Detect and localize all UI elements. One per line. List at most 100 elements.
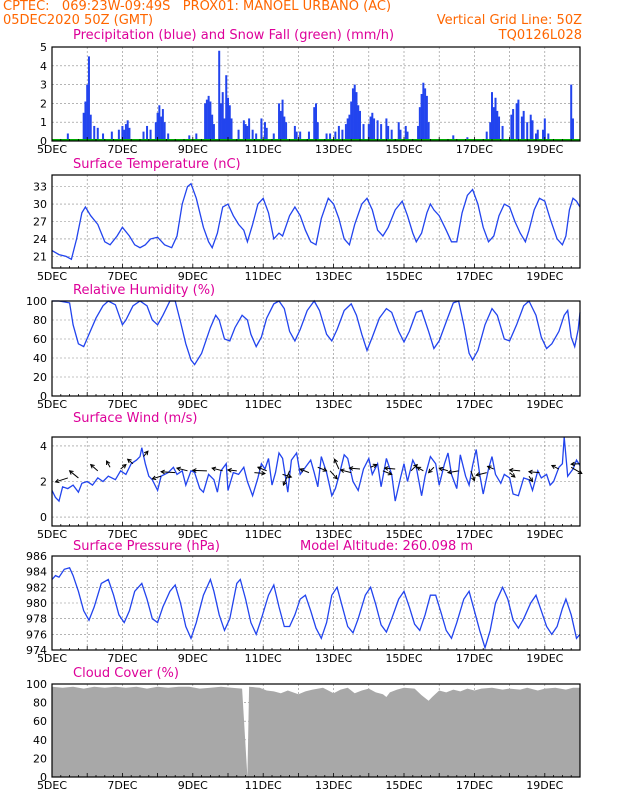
precip-bar xyxy=(128,127,131,141)
rh-ytick-label: 20 xyxy=(33,371,47,384)
cloud-xtick-label: 7DEC xyxy=(107,779,137,792)
precip-bar xyxy=(357,105,360,141)
press-xtick-label: 5DEC xyxy=(37,652,67,665)
wind-vector xyxy=(227,469,237,472)
cloud-ytick-label: 40 xyxy=(33,734,47,747)
header-grid-line: Vertical Grid Line: 50Z xyxy=(436,13,582,28)
wind-vector-head xyxy=(339,468,345,474)
precip-bar xyxy=(223,118,226,141)
wind-vector-head xyxy=(261,470,266,476)
wind-vector-head xyxy=(413,463,418,469)
precip-bar xyxy=(344,124,347,141)
precip-bar xyxy=(417,125,420,141)
wind-ytick-label: 2 xyxy=(40,476,47,489)
wind-vector xyxy=(329,470,338,480)
press-ytick-label: 974 xyxy=(26,644,47,657)
precip-bar xyxy=(341,129,344,141)
precip-bar xyxy=(313,107,316,141)
precip-ytick-label: 1 xyxy=(40,116,47,129)
rh-ytick-label: 0 xyxy=(40,390,47,403)
wind-vector xyxy=(257,466,267,472)
wind-vector xyxy=(384,467,396,470)
rh-xtick-label: 15DEC xyxy=(385,398,422,411)
wind-vector-head xyxy=(475,472,481,477)
precip-bar xyxy=(285,122,288,141)
cloud-area xyxy=(52,686,580,777)
wind-vector xyxy=(487,465,494,470)
precip-bar xyxy=(390,129,393,141)
precip-bar xyxy=(265,127,268,141)
precip-bar xyxy=(373,118,376,141)
wind-vector-head xyxy=(160,469,165,475)
temp-xtick-label: 17DEC xyxy=(456,270,493,283)
precip-bar xyxy=(397,122,400,141)
precip-bar xyxy=(149,129,152,141)
wind-vector-head xyxy=(438,466,444,472)
cloud-xtick-label: 15DEC xyxy=(385,779,422,792)
precip-ytick-label: 0 xyxy=(40,135,47,148)
precip-bar xyxy=(299,131,302,141)
precip-bar xyxy=(209,101,212,141)
wind-xtick-label: 11DEC xyxy=(245,528,282,541)
wind-vector-head xyxy=(510,473,516,478)
wind-vector-head xyxy=(570,461,576,467)
wind-xtick-label: 19DEC xyxy=(526,528,563,541)
press-xtick-label: 19DEC xyxy=(526,652,563,665)
precip-xtick-label: 19DEC xyxy=(526,143,563,156)
wind-vector-head xyxy=(348,466,354,471)
precip-bar xyxy=(334,131,337,141)
temp-xtick-label: 15DEC xyxy=(385,270,422,283)
press-ytick-label: 982 xyxy=(26,581,47,594)
press-xtick-label: 13DEC xyxy=(315,652,352,665)
press-ytick-label: 976 xyxy=(26,628,47,641)
precip-bar xyxy=(485,131,488,141)
precip-bar xyxy=(496,110,499,141)
header-date: 05DEC2020 50Z (GMT) xyxy=(3,13,154,28)
temp-xtick-label: 11DEC xyxy=(245,270,282,283)
precip-bar xyxy=(425,95,428,141)
precip-bar xyxy=(494,97,497,141)
precip-bar xyxy=(212,124,215,141)
wind-ytick-label: 0 xyxy=(40,511,47,524)
wind-vector-head xyxy=(527,469,533,475)
precip-bar xyxy=(376,120,379,141)
cloud-ytick-label: 100 xyxy=(26,678,47,691)
rh-xtick-label: 19DEC xyxy=(526,398,563,411)
precip-bar xyxy=(418,107,421,141)
press-xtick-label: 9DEC xyxy=(178,652,208,665)
wind-vector xyxy=(161,471,176,474)
precip-bar xyxy=(205,99,208,141)
precip-bar xyxy=(547,133,550,141)
precip-bar xyxy=(570,84,573,141)
precip-bar xyxy=(272,133,275,141)
press-xtick-label: 11DEC xyxy=(245,652,282,665)
temp-xtick-label: 7DEC xyxy=(107,270,137,283)
cloud-ytick-label: 60 xyxy=(33,715,47,728)
header-model-code: TQ0126L028 xyxy=(498,28,582,43)
wind-vector-head xyxy=(256,466,262,471)
precip-xtick-label: 15DEC xyxy=(385,143,422,156)
wind-vector xyxy=(447,470,459,474)
precip-bar xyxy=(517,99,520,141)
wind-xtick-label: 7DEC xyxy=(107,528,137,541)
precip-bar xyxy=(307,131,310,141)
wind-vector-head xyxy=(191,468,197,473)
precip-bar xyxy=(219,103,222,141)
precip-bar xyxy=(492,107,495,141)
cloud-title: Cloud Cover (%) xyxy=(73,666,179,681)
precip-bar xyxy=(346,118,349,141)
wind-vector-head xyxy=(54,478,60,484)
wind-vector-head xyxy=(372,463,378,469)
wind-ytick-label: 4 xyxy=(40,440,47,453)
precip-bar xyxy=(146,125,149,141)
precip-bar xyxy=(244,124,247,141)
precip-bar xyxy=(399,129,402,141)
wind-vector xyxy=(528,475,533,482)
precip-bar xyxy=(424,88,427,141)
temp-xtick-label: 13DEC xyxy=(315,270,352,283)
temp-line xyxy=(51,182,581,261)
wind-vector xyxy=(143,450,149,457)
wind-vector-head xyxy=(126,458,132,464)
wind-vector-head xyxy=(299,468,305,473)
temp-ytick-label: 30 xyxy=(33,198,47,211)
